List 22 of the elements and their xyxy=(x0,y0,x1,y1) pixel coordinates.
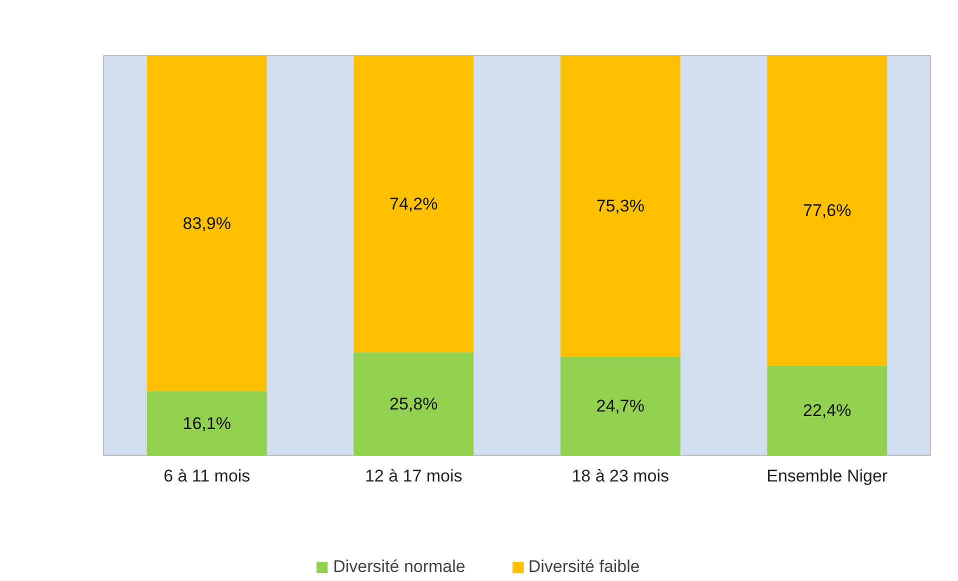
data-label: 74,2% xyxy=(390,194,438,214)
bar xyxy=(767,366,888,456)
bar xyxy=(560,356,680,456)
bar xyxy=(354,56,474,352)
x-tick-label: 6 à 11 mois xyxy=(164,466,250,486)
bar xyxy=(354,352,474,456)
data-label: 83,9% xyxy=(182,214,231,233)
data-label: 77,6% xyxy=(803,201,852,220)
data-label: 25,8% xyxy=(390,394,438,414)
legend-label: Diversité normale xyxy=(333,557,466,577)
bar xyxy=(767,56,888,366)
x-tick-label: 18 à 23 mois xyxy=(572,466,670,486)
bar xyxy=(560,56,680,357)
bar xyxy=(146,56,267,392)
bar xyxy=(146,391,267,456)
data-label: 22,4% xyxy=(803,401,852,420)
x-tick-label: 12 à 17 mois xyxy=(364,466,462,486)
legend-label: Diversité faible xyxy=(528,557,640,577)
data-label: 24,7% xyxy=(596,396,644,416)
data-label: 16,1% xyxy=(182,414,231,433)
x-tick-label: Ensemble Niger xyxy=(766,466,888,486)
data-label: 75,3% xyxy=(596,196,644,216)
